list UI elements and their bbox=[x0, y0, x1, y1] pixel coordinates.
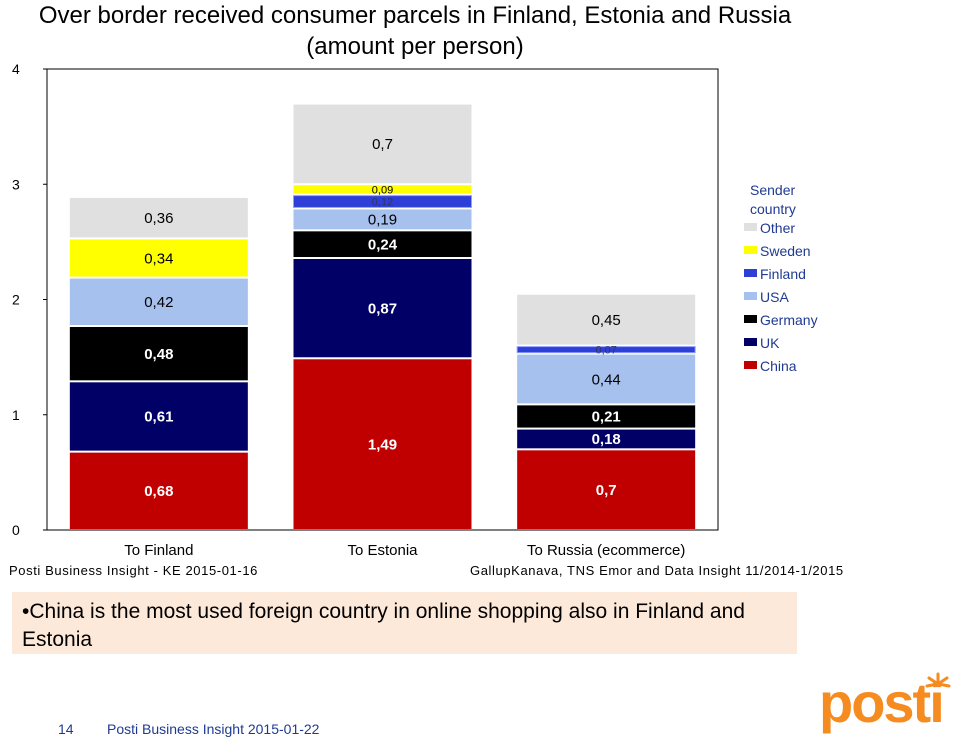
data-label: 0,42 bbox=[144, 294, 173, 311]
chart-title: Over border received consumer parcels in… bbox=[0, 0, 830, 62]
y-tick-label: 0 bbox=[12, 522, 20, 538]
legend-swatch-china bbox=[744, 361, 757, 369]
bar-segment-germany bbox=[69, 327, 248, 381]
data-label: 0,12 bbox=[372, 196, 393, 208]
legend-swatch-uk bbox=[744, 338, 757, 346]
posti-logo: posti bbox=[819, 671, 951, 734]
x-category-label: To Russia (ecommerce) bbox=[527, 542, 685, 559]
bar-segment-sweden bbox=[293, 185, 472, 194]
legend-swatch-sweden bbox=[744, 246, 757, 254]
stacked-bar-chart: 0 1 2 3 4 0,68 0,61 0,48 0,42 0,34 0,36 To Finland 1… bbox=[12, 61, 818, 559]
legend-label-sweden: Sweden bbox=[760, 243, 811, 259]
legend-label-uk: UK bbox=[760, 335, 780, 351]
bar-segment-uk bbox=[517, 429, 696, 449]
data-label: 0,07 bbox=[595, 344, 616, 356]
bar-segment-germany bbox=[517, 405, 696, 428]
data-label: 0,7 bbox=[372, 136, 393, 153]
chart-title-line2: (amount per person) bbox=[306, 33, 524, 60]
key-finding-callout: •China is the most used foreign country … bbox=[12, 592, 797, 654]
data-label: 0,61 bbox=[144, 409, 173, 426]
data-label: 0,36 bbox=[144, 210, 173, 227]
data-label: 0,21 bbox=[592, 409, 621, 426]
data-label: 0,18 bbox=[592, 431, 621, 448]
legend-label-china: China bbox=[760, 358, 797, 374]
y-tick-label: 2 bbox=[12, 292, 20, 308]
x-category-label: To Estonia bbox=[347, 542, 418, 559]
bar-segment-sweden bbox=[69, 239, 248, 277]
bar-segment-china bbox=[69, 452, 248, 529]
legend-swatch-finland bbox=[744, 269, 757, 277]
chart-title-line1: Over border received consumer parcels in… bbox=[38, 2, 792, 29]
bar-segment-uk bbox=[69, 382, 248, 451]
source-left: Posti Business Insight - KE 2015-01-16 bbox=[9, 563, 258, 578]
bar-segment-usa bbox=[69, 278, 248, 326]
data-label: 0,87 bbox=[368, 300, 397, 317]
bar-segment-other bbox=[293, 104, 472, 184]
data-label: 0,19 bbox=[368, 212, 397, 229]
bar-segment-china bbox=[517, 450, 696, 529]
bar-segment-germany bbox=[293, 231, 472, 258]
bar-segment-china bbox=[293, 359, 472, 529]
legend-title-line2: country bbox=[750, 201, 796, 217]
y-tick-label: 1 bbox=[12, 407, 20, 423]
legend-label-other: Other bbox=[760, 220, 795, 236]
legend-swatch-germany bbox=[744, 315, 757, 323]
legend-label-usa: USA bbox=[760, 289, 789, 305]
bar-segment-other bbox=[69, 197, 248, 238]
legend-label-finland: Finland bbox=[760, 266, 806, 282]
legend-title-line1: Sender bbox=[750, 182, 795, 198]
bar-segment-finland bbox=[293, 195, 472, 208]
bar-segment-other bbox=[517, 294, 696, 345]
footer-text: Posti Business Insight 2015-01-22 bbox=[107, 721, 320, 737]
data-label: 0,34 bbox=[144, 250, 173, 267]
data-label: 1,49 bbox=[368, 436, 397, 453]
bar-segment-usa bbox=[517, 354, 696, 404]
bar-segment-usa bbox=[293, 209, 472, 230]
data-label: 0,45 bbox=[592, 312, 621, 329]
legend-swatch-other bbox=[744, 223, 757, 231]
data-label: 0,68 bbox=[144, 483, 173, 500]
y-tick-label: 4 bbox=[12, 61, 20, 77]
data-label: 0,24 bbox=[368, 236, 398, 253]
data-label: 0,7 bbox=[596, 482, 617, 499]
data-label: 0,09 bbox=[372, 184, 393, 196]
data-label: 0,44 bbox=[592, 371, 621, 388]
bar-segment-finland bbox=[516, 346, 696, 354]
legend-swatch-usa bbox=[744, 292, 757, 300]
y-tick-label: 3 bbox=[12, 176, 20, 192]
footer-page-number: 14 bbox=[58, 721, 74, 737]
svg-text:posti: posti bbox=[819, 671, 943, 734]
x-category-label: To Finland bbox=[124, 542, 193, 559]
legend-label-germany: Germany bbox=[760, 312, 818, 328]
bar-segment-uk bbox=[293, 259, 472, 358]
source-right: GallupKanava, TNS Emor and Data Insight … bbox=[470, 563, 844, 578]
data-label: 0,48 bbox=[144, 346, 173, 363]
